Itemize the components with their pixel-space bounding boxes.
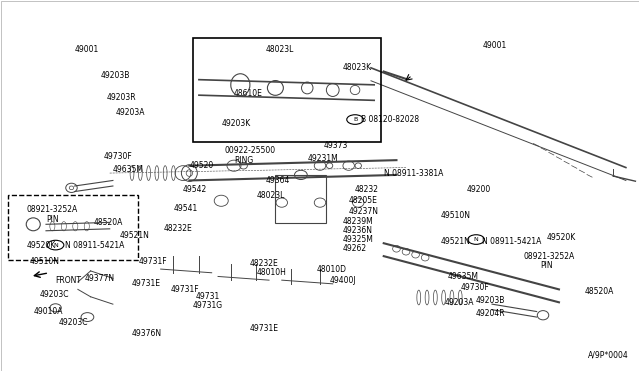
Text: 48023L: 48023L <box>256 191 285 200</box>
Text: 49373: 49373 <box>323 141 348 150</box>
Text: 49521N: 49521N <box>441 237 471 246</box>
Text: 49542: 49542 <box>183 185 207 194</box>
Text: B 08120-82028: B 08120-82028 <box>362 115 420 124</box>
Text: 49325M: 49325M <box>342 235 373 244</box>
Text: 48610E: 48610E <box>234 89 263 98</box>
Text: N 08911-3381A: N 08911-3381A <box>384 169 443 177</box>
Text: 49236N: 49236N <box>342 226 372 235</box>
Text: 49731E: 49731E <box>250 324 279 333</box>
Text: 49203C: 49203C <box>40 291 69 299</box>
Text: 49203A: 49203A <box>116 108 145 117</box>
Text: 49001: 49001 <box>483 41 507 50</box>
Text: 49204R: 49204R <box>476 309 506 318</box>
Text: 48520A: 48520A <box>94 218 123 227</box>
Text: 49203B: 49203B <box>100 71 129 80</box>
Text: 49231M: 49231M <box>307 154 338 163</box>
Text: PIN: PIN <box>46 215 59 224</box>
Text: 48023K: 48023K <box>342 63 371 72</box>
Text: PIN: PIN <box>540 261 552 270</box>
Text: 49237N: 49237N <box>349 207 379 217</box>
Bar <box>275 175 326 223</box>
Text: 48239M: 48239M <box>342 217 373 225</box>
Text: 49520K: 49520K <box>27 241 56 250</box>
Text: 49203B: 49203B <box>476 296 506 305</box>
Text: 08921-3252A: 08921-3252A <box>27 205 78 215</box>
Text: 49262: 49262 <box>342 244 367 253</box>
Text: 48023L: 48023L <box>266 45 294 54</box>
Text: 48232E: 48232E <box>164 224 193 233</box>
Text: 49731: 49731 <box>196 292 220 301</box>
Text: 49635M: 49635M <box>113 165 144 174</box>
Bar <box>8 195 138 260</box>
Text: 49510N: 49510N <box>441 211 471 220</box>
Text: 49730F: 49730F <box>103 152 132 161</box>
Text: 49731F: 49731F <box>170 285 199 294</box>
Text: 48232: 48232 <box>355 185 379 194</box>
Text: 49520K: 49520K <box>546 233 575 242</box>
Text: 49510N: 49510N <box>30 257 60 266</box>
Text: 48205E: 48205E <box>349 196 378 205</box>
Text: 49377N: 49377N <box>84 274 115 283</box>
Bar <box>193 38 381 142</box>
Text: B: B <box>353 117 357 122</box>
Text: 49376N: 49376N <box>132 329 162 338</box>
Text: 49521N: 49521N <box>119 231 149 240</box>
Text: 49730F: 49730F <box>460 283 489 292</box>
Text: 49635M: 49635M <box>447 272 479 281</box>
Text: RING: RING <box>234 155 253 165</box>
Text: N 08911-5421A: N 08911-5421A <box>65 241 125 250</box>
Text: 49400J: 49400J <box>330 276 356 285</box>
Text: 49731F: 49731F <box>138 257 167 266</box>
Text: 49364: 49364 <box>266 176 290 185</box>
Text: 49731G: 49731G <box>193 301 223 311</box>
Text: N: N <box>474 237 479 242</box>
Text: 00922-25500: 00922-25500 <box>225 147 276 155</box>
Text: 48010H: 48010H <box>256 268 286 277</box>
Text: 49203K: 49203K <box>221 119 250 128</box>
Text: 49731E: 49731E <box>132 279 161 288</box>
Text: 49200: 49200 <box>467 185 491 194</box>
Text: N: N <box>53 243 58 248</box>
Text: 49520: 49520 <box>189 161 214 170</box>
Text: FRONT: FRONT <box>56 276 81 285</box>
Text: 49203C: 49203C <box>59 318 88 327</box>
Text: 48232E: 48232E <box>250 259 278 268</box>
Text: 08921-3252A: 08921-3252A <box>524 251 575 261</box>
Text: 49001: 49001 <box>75 45 99 54</box>
Text: 49203R: 49203R <box>106 93 136 102</box>
Text: A/9P*0004: A/9P*0004 <box>588 350 629 359</box>
Text: N 08911-5421A: N 08911-5421A <box>483 237 542 246</box>
Text: 48520A: 48520A <box>584 287 614 296</box>
Text: 49203A: 49203A <box>444 298 474 307</box>
Text: 49541: 49541 <box>173 203 198 213</box>
Text: 49010A: 49010A <box>33 307 63 316</box>
Text: 48010D: 48010D <box>317 264 347 273</box>
